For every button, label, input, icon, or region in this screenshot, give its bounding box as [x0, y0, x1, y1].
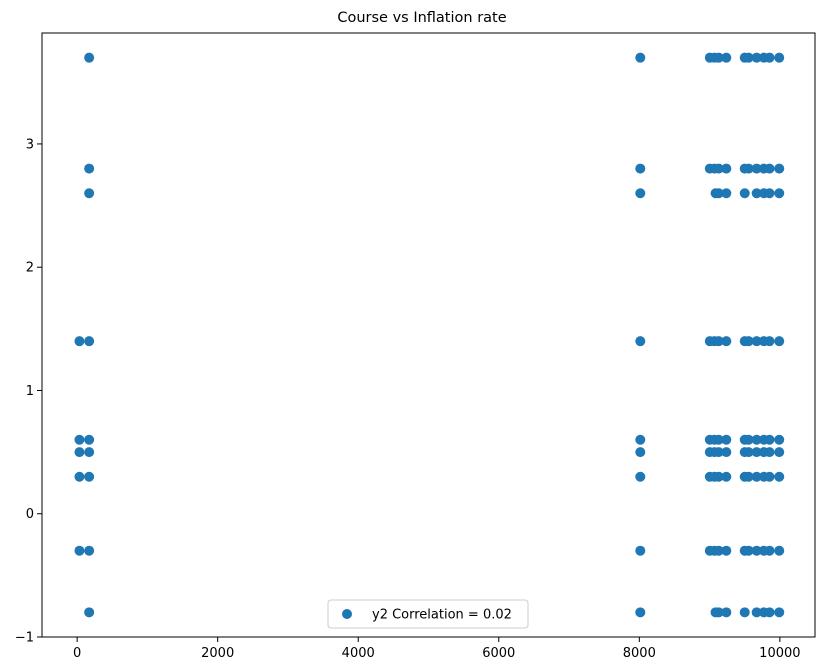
data-point	[84, 471, 95, 482]
legend-marker	[342, 609, 352, 619]
chart-title: Course vs Inflation rate	[337, 10, 506, 26]
y-tick-label: 2	[26, 261, 34, 276]
data-point	[774, 434, 785, 445]
data-point	[751, 607, 762, 618]
data-point	[635, 434, 646, 445]
data-point	[764, 434, 775, 445]
data-point	[74, 471, 85, 482]
data-point	[743, 545, 754, 556]
data-point	[84, 434, 95, 445]
data-point	[743, 163, 754, 174]
data-point	[743, 336, 754, 347]
data-point	[84, 163, 95, 174]
data-point	[74, 434, 85, 445]
data-point	[764, 471, 775, 482]
data-point	[713, 447, 724, 458]
data-point	[635, 471, 646, 482]
y-tick-label: 0	[26, 507, 34, 522]
data-point	[774, 471, 785, 482]
data-point	[721, 545, 732, 556]
data-point	[721, 434, 732, 445]
data-point	[774, 545, 785, 556]
data-point	[713, 607, 724, 618]
data-point	[751, 471, 762, 482]
data-point	[721, 447, 732, 458]
data-point	[751, 163, 762, 174]
data-point	[774, 607, 785, 618]
data-point	[743, 471, 754, 482]
data-point	[74, 447, 85, 458]
data-point	[713, 434, 724, 445]
data-point	[713, 52, 724, 63]
x-tick-label: 2000	[201, 646, 234, 661]
data-point	[751, 188, 762, 199]
legend: y2 Correlation = 0.02	[327, 599, 529, 629]
data-point	[74, 545, 85, 556]
data-point	[751, 447, 762, 458]
data-point	[635, 52, 646, 63]
data-point	[743, 434, 754, 445]
data-point	[739, 188, 750, 199]
data-point	[721, 52, 732, 63]
data-point	[751, 434, 762, 445]
plot-frame	[41, 32, 816, 638]
legend-label: y2 Correlation = 0.02	[372, 608, 512, 623]
x-tick-label: 10000	[759, 646, 800, 661]
data-point	[635, 336, 646, 347]
data-point	[713, 163, 724, 174]
data-point	[774, 163, 785, 174]
data-point	[74, 336, 85, 347]
x-axis: 0 2000 4000 6000 8000 10000	[73, 637, 801, 661]
data-point	[84, 188, 95, 199]
data-point	[774, 447, 785, 458]
y-axis: −1 0 1 2 3	[15, 137, 42, 646]
data-point	[721, 336, 732, 347]
data-point	[721, 188, 732, 199]
data-point	[774, 188, 785, 199]
legend-box	[327, 599, 529, 629]
y-tick-label: −1	[15, 631, 34, 646]
x-tick-label: 6000	[482, 646, 515, 661]
data-point	[764, 52, 775, 63]
data-point	[84, 52, 95, 63]
points-layer	[74, 52, 785, 618]
data-point	[751, 545, 762, 556]
data-point	[743, 447, 754, 458]
data-point	[743, 52, 754, 63]
data-point	[635, 607, 646, 618]
data-point	[713, 471, 724, 482]
data-point	[721, 163, 732, 174]
data-point	[635, 545, 646, 556]
data-point	[764, 188, 775, 199]
data-point	[713, 188, 724, 199]
y-tick-label: 3	[26, 137, 34, 152]
data-point	[751, 336, 762, 347]
data-point	[721, 471, 732, 482]
x-tick-label: 8000	[623, 646, 656, 661]
y-tick-label: 1	[26, 384, 34, 399]
data-point	[764, 447, 775, 458]
data-point	[764, 545, 775, 556]
x-tick-label: 4000	[342, 646, 375, 661]
data-point	[713, 336, 724, 347]
data-point	[774, 52, 785, 63]
data-point	[764, 336, 775, 347]
data-point	[764, 607, 775, 618]
data-point	[764, 163, 775, 174]
x-tick-label: 0	[73, 646, 81, 661]
data-point	[713, 545, 724, 556]
data-point	[635, 188, 646, 199]
data-point	[721, 607, 732, 618]
data-point	[84, 545, 95, 556]
data-point	[739, 607, 750, 618]
data-point	[774, 336, 785, 347]
data-point	[751, 52, 762, 63]
data-point	[635, 447, 646, 458]
data-point	[635, 163, 646, 174]
data-point	[84, 447, 95, 458]
data-point	[84, 336, 95, 347]
data-point	[84, 607, 95, 618]
